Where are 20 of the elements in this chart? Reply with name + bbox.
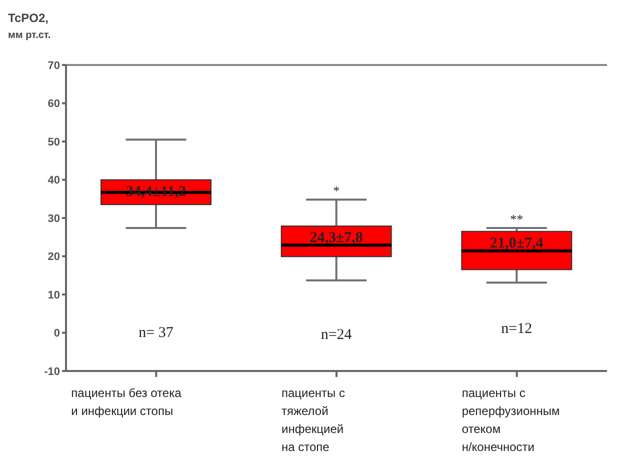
annotation: n=24 [320,327,352,343]
annotation: 24,3±7,8 [310,230,363,246]
annotation: 21,0±7,4 [490,235,544,252]
y-tick-label: 60 [48,98,60,110]
y-tick-label: 40 [48,174,60,187]
y-tick-label: 0 [54,328,60,340]
x-tick-label: пациенты без отека и инфекции стопы [71,386,182,418]
y-tick-label: 50 [48,136,60,148]
annotation: * [333,183,340,198]
y-axis-title: TcPO2, мм рт.ст. [8,10,52,43]
y-tick-label: -10 [44,366,60,378]
y-tick-label: 20 [48,251,60,264]
x-tick-label: пациенты с реперфузионным отеком н/конечности [462,386,560,454]
annotation: n= 37 [138,325,174,341]
annotation: n=12 [501,321,532,337]
y-tick-label: 70 [48,60,60,72]
y-tick-label: 30 [48,212,60,225]
x-tick-label: пациенты с тяжелой инфекцией на стопе [282,386,346,454]
annotation: ** [510,211,524,226]
y-tick-label: 10 [48,289,60,302]
